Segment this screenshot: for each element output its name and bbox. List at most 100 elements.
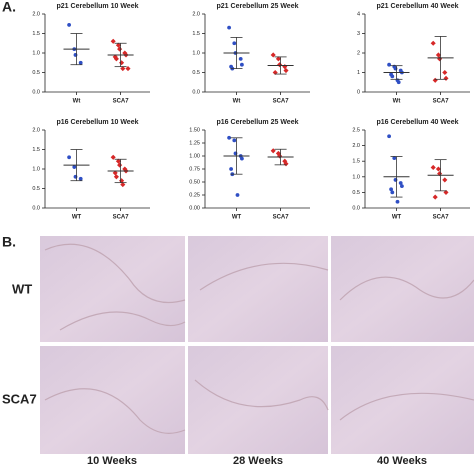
column-label: 40 Weeks bbox=[377, 455, 427, 467]
x-tick-label: SCA7 bbox=[113, 215, 130, 221]
x-tick-label: SCA7 bbox=[273, 215, 290, 221]
data-point bbox=[67, 23, 71, 27]
chart-title: p16 Cerebellum 40 Week bbox=[377, 119, 459, 126]
data-point bbox=[443, 75, 449, 81]
data-point bbox=[113, 174, 119, 180]
data-point bbox=[78, 60, 83, 65]
micrograph bbox=[40, 346, 185, 454]
y-tick-label: 2.0 bbox=[32, 127, 40, 133]
data-point bbox=[390, 74, 395, 79]
panel-label: A. bbox=[2, 0, 16, 15]
data-point bbox=[400, 184, 404, 189]
data-point bbox=[240, 62, 244, 67]
data-point bbox=[442, 69, 448, 76]
data-point bbox=[117, 46, 123, 52]
y-tick-label: 1.5 bbox=[32, 31, 40, 37]
data-point bbox=[229, 167, 234, 171]
x-tick-label: Wt bbox=[393, 99, 401, 105]
row-label: SCA7 bbox=[2, 391, 37, 406]
y-tick-label: 0.75 bbox=[189, 166, 200, 172]
y-tick-label: 1.0 bbox=[352, 174, 360, 180]
data-point bbox=[395, 199, 400, 204]
micrograph bbox=[40, 236, 185, 342]
y-tick-label: 0.0 bbox=[32, 205, 40, 211]
data-point bbox=[387, 62, 391, 67]
x-tick-label: WT bbox=[232, 215, 242, 221]
data-point bbox=[113, 56, 119, 62]
data-point bbox=[67, 155, 71, 160]
panel-label: B. bbox=[2, 234, 16, 250]
micrograph bbox=[331, 236, 474, 342]
y-tick-label: 1.0 bbox=[32, 50, 40, 56]
y-tick-label: 1.0 bbox=[32, 166, 40, 172]
data-point bbox=[238, 56, 243, 61]
chart-title: p16 Cerebellum 10 Week bbox=[57, 119, 139, 126]
tissue-folds bbox=[44, 243, 474, 434]
chart-title: p21 Cerebellum 40 Week bbox=[377, 3, 459, 10]
micrograph bbox=[188, 346, 328, 454]
data-point bbox=[430, 164, 436, 170]
data-point bbox=[432, 194, 438, 200]
y-tick-label: 0.25 bbox=[189, 192, 200, 198]
data-point bbox=[390, 190, 395, 195]
data-point bbox=[119, 60, 125, 66]
y-tick-label: 1.50 bbox=[189, 127, 200, 133]
data-point bbox=[435, 166, 441, 172]
y-tick-label: 4 bbox=[357, 11, 360, 17]
data-point bbox=[398, 181, 403, 185]
data-point bbox=[435, 52, 441, 58]
row-label: WT bbox=[12, 281, 32, 296]
data-point bbox=[110, 38, 116, 44]
data-point bbox=[389, 187, 393, 192]
y-tick-label: 0.50 bbox=[189, 179, 200, 185]
y-tick-label: 0.0 bbox=[192, 89, 200, 95]
y-tick-label: 1.5 bbox=[32, 147, 40, 153]
data-point bbox=[387, 134, 391, 139]
y-tick-label: 1.0 bbox=[192, 50, 200, 56]
y-tick-label: 1.5 bbox=[192, 31, 200, 37]
data-point bbox=[282, 64, 288, 70]
data-point bbox=[437, 56, 443, 62]
x-tick-label: Wt bbox=[73, 99, 81, 105]
column-label: 10 Weeks bbox=[87, 455, 137, 467]
y-tick-label: 0.5 bbox=[352, 190, 360, 196]
y-tick-label: 3 bbox=[357, 31, 360, 37]
data-point bbox=[277, 62, 283, 68]
data-point bbox=[72, 165, 77, 169]
chart-title: p21 Cerebellum 10 Week bbox=[57, 3, 139, 10]
data-point bbox=[235, 193, 240, 197]
micrograph bbox=[188, 236, 328, 342]
data-point bbox=[117, 162, 123, 168]
y-tick-label: 0.5 bbox=[192, 70, 200, 76]
x-tick-label: WT bbox=[392, 215, 402, 221]
chart-title: p16 Cerebellum 25 Week bbox=[217, 119, 299, 126]
data-point bbox=[125, 66, 131, 72]
data-point bbox=[227, 25, 232, 30]
chart-title: p21 Cerebellum 25 Week bbox=[217, 3, 299, 10]
micrographs bbox=[40, 236, 474, 454]
y-tick-label: 2.0 bbox=[32, 11, 40, 17]
data-point bbox=[432, 77, 438, 83]
data-point bbox=[120, 182, 126, 188]
data-point bbox=[396, 80, 401, 85]
y-tick-label: 0.5 bbox=[32, 186, 40, 192]
y-tick-label: 0.00 bbox=[189, 205, 200, 211]
data-point bbox=[270, 52, 276, 58]
y-tick-label: 2 bbox=[357, 50, 360, 56]
x-tick-label: SCA7 bbox=[433, 99, 450, 105]
micrograph bbox=[331, 346, 474, 454]
data-point bbox=[442, 177, 448, 183]
data-point bbox=[78, 176, 83, 181]
y-tick-label: 1 bbox=[357, 70, 360, 76]
y-tick-label: 2.0 bbox=[352, 143, 360, 149]
data-point bbox=[392, 156, 397, 160]
x-tick-label: WT bbox=[72, 215, 82, 221]
data-point bbox=[227, 135, 232, 140]
y-tick-label: 0.0 bbox=[32, 89, 40, 95]
data-point bbox=[232, 41, 237, 46]
y-tick-label: 1.00 bbox=[189, 153, 200, 159]
data-point bbox=[283, 68, 289, 74]
data-point bbox=[112, 170, 118, 176]
y-tick-label: 0 bbox=[357, 89, 360, 95]
